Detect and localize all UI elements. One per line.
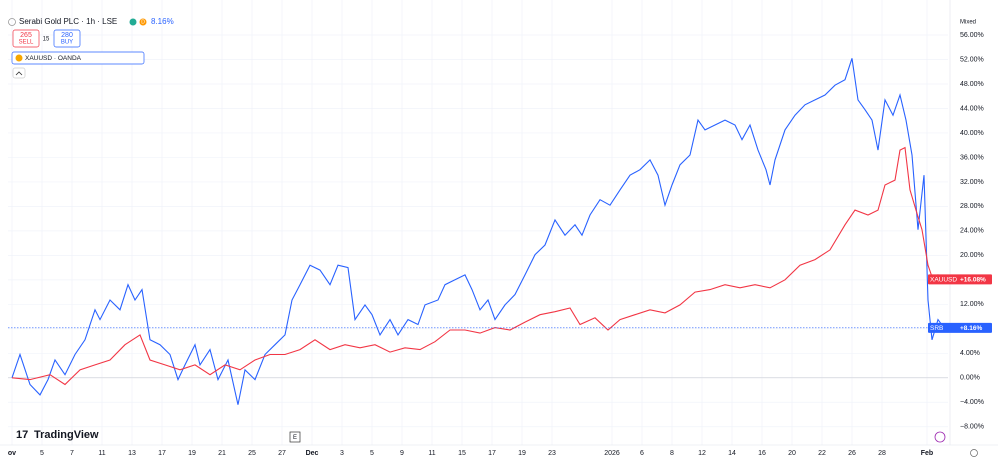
badge: D xyxy=(141,19,145,25)
x-tick-label: 25 xyxy=(248,450,256,457)
settings-button[interactable] xyxy=(970,449,978,457)
sell-price: 265 xyxy=(20,32,32,39)
symbol-icon xyxy=(8,18,16,26)
x-tick-label: 16 xyxy=(758,450,766,457)
x-tick-label: Feb xyxy=(921,450,933,457)
x-tick-label: 17 xyxy=(158,450,166,457)
y-tick-label: 56.00% xyxy=(960,32,984,39)
series-line xyxy=(11,146,945,386)
compare-box[interactable] xyxy=(11,51,145,65)
x-tick-label: 21 xyxy=(218,450,226,457)
compare-icon xyxy=(15,54,23,62)
y-tick-label: 40.00% xyxy=(960,130,984,137)
x-tick-label: 13 xyxy=(128,450,136,457)
x-tick-label: 3 xyxy=(340,450,344,457)
header: Serabi Gold PLC · 1h · LSE D 8.16% 265 S… xyxy=(8,17,174,79)
buy-price: 280 xyxy=(61,32,73,39)
x-tick-label: 2026 xyxy=(604,450,620,457)
y-tick-label: 44.00% xyxy=(960,105,984,112)
collapse-icon xyxy=(15,71,23,76)
buy-button[interactable] xyxy=(53,29,81,48)
tag-value: +8.16% xyxy=(960,325,982,332)
sell-button[interactable] xyxy=(12,29,40,48)
y-tick-label: 12.00% xyxy=(960,301,984,308)
last-value-tag xyxy=(928,322,992,333)
buy-label: BUY xyxy=(61,40,73,46)
y-tick-label: 52.00% xyxy=(960,56,984,63)
x-tick-label: 23 xyxy=(548,450,556,457)
x-tick-label: 27 xyxy=(278,450,286,457)
x-tick-label: 11 xyxy=(428,450,435,457)
tag-name: SRB xyxy=(930,325,943,332)
x-tick-label: 19 xyxy=(188,450,196,457)
x-tick-label: 15 xyxy=(458,450,466,457)
grid xyxy=(8,0,948,445)
lightning-button[interactable] xyxy=(934,431,946,443)
x-tick-label: 5 xyxy=(40,450,44,457)
sell-label: SELL xyxy=(19,40,34,46)
x-tick-label: 9 xyxy=(400,450,404,457)
x-tick-label: 26 xyxy=(848,450,856,457)
x-tick-label: 11 xyxy=(98,450,105,457)
scale-mode[interactable]: Mixed xyxy=(960,20,976,26)
x-tick-label: 12 xyxy=(698,450,706,457)
x-tick-label: Dec xyxy=(306,450,319,457)
event-box[interactable] xyxy=(289,431,301,443)
y-tick-label: 0.00% xyxy=(960,375,980,382)
y-tick-label: 28.00% xyxy=(960,203,984,210)
x-tick-label: 17 xyxy=(488,450,496,457)
brand-name: TradingView xyxy=(34,429,99,441)
brand: 17 TradingView xyxy=(16,429,99,441)
compare-label: XAUUSD · OANDA xyxy=(25,55,82,62)
series-line xyxy=(11,58,945,405)
x-tick-label: 6 xyxy=(640,450,644,457)
y-tick-label: 48.00% xyxy=(960,81,984,88)
header-change: 8.16% xyxy=(151,17,174,26)
last-value-tag xyxy=(928,274,992,285)
y-tick-label: 36.00% xyxy=(960,154,984,161)
y-tick-label: 20.00% xyxy=(960,252,984,259)
x-tick-label: 20 xyxy=(788,450,796,457)
badge-dot xyxy=(139,18,147,26)
header-title: Serabi Gold PLC · 1h · LSE xyxy=(19,17,117,26)
spread: 15 xyxy=(43,37,50,43)
x-tick-label: 19 xyxy=(518,450,526,457)
y-tick-label: 32.00% xyxy=(960,179,984,186)
x-tick-label: 28 xyxy=(878,450,886,457)
collapse-button[interactable] xyxy=(12,67,26,79)
status-dot xyxy=(129,18,137,26)
x-tick-label: 5 xyxy=(370,450,374,457)
y-tick-label: −4.00% xyxy=(960,399,984,406)
tag-value: +16.08% xyxy=(960,277,986,284)
x-tick-label: 8 xyxy=(670,450,674,457)
x-tick-label: ov xyxy=(8,450,16,457)
y-tick-label: 4.00% xyxy=(960,350,980,357)
x-tick-label: 7 xyxy=(70,450,74,457)
x-tick-label: 14 xyxy=(728,450,736,457)
tag-name: XAUUSD xyxy=(930,277,957,284)
x-tick-label: 22 xyxy=(818,450,826,457)
brand-logo: 17 xyxy=(16,429,28,441)
y-tick-label: −8.00% xyxy=(960,424,984,431)
y-tick-label: 24.00% xyxy=(960,228,984,235)
event-label: E xyxy=(293,435,297,441)
